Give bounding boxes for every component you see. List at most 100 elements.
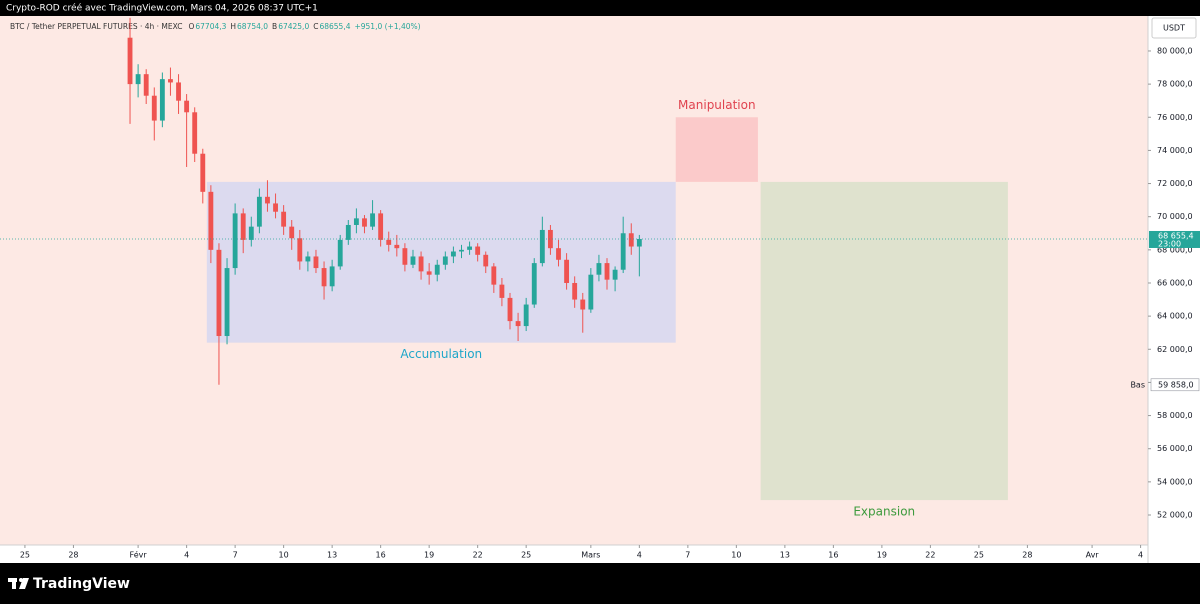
candle-body [151,95,157,121]
ohlc-label: C [313,22,318,31]
candle-body [612,269,618,280]
logo-mark [19,578,29,589]
candle-body [184,100,190,113]
currency: USDT [1163,24,1185,33]
x-tick-label: 28 [1022,551,1032,560]
candle-body [297,238,303,262]
candle-body [402,248,408,265]
zone-label: Accumulation [400,347,482,361]
candle-body [596,263,602,275]
x-tick-label: 25 [974,551,984,560]
x-tick-label: 28 [68,551,78,560]
candle-body [564,259,570,283]
brand-name: TradingView [33,576,130,592]
candle-body [636,238,642,247]
last-price-label: 68 655,4 [1158,231,1194,240]
candle-body [305,256,311,262]
candle-body [442,256,448,265]
zone [760,181,1008,501]
candle-body [491,266,497,285]
ohlc-label: H [230,22,236,31]
y-tick-label: 80 000,0 [1157,46,1193,55]
candle-body [248,226,254,240]
candle-body [345,224,351,240]
candle-body [370,213,375,227]
candle-body [588,274,594,310]
x-tick-label: 10 [731,551,741,560]
candle-body [531,263,537,305]
candle-body [467,246,473,250]
zone-label: Manipulation [678,98,756,112]
candle-body [580,299,586,310]
ohlc-value: 67425,0 [278,22,309,31]
symbol: BTC / Tether PERPETUAL FUTURES · 4h · ME… [10,22,182,31]
candle-body [232,213,238,269]
candle-body [483,254,489,267]
low-value: 59 858,0 [1158,380,1194,389]
y-tick-label: 64 000,0 [1157,312,1193,321]
x-tick-label: 7 [233,551,238,560]
x-tick-label: 22 [473,551,483,560]
x-tick-label: 13 [780,551,790,560]
candle-body [539,229,545,264]
candle-body [224,268,230,337]
candle-body [475,246,481,255]
candle-body [337,239,343,267]
low-tag [1150,378,1200,392]
x-tick-label: 4 [184,551,189,560]
candle-body [321,268,327,287]
y-tick-label: 62 000,0 [1157,345,1193,354]
symbol-legend: BTC / Tether PERPETUAL FUTURES · 4h · ME… [10,22,421,31]
y-tick-label: 66 000,0 [1157,278,1193,287]
candle-body [604,263,610,280]
candle-body [208,191,214,250]
candle-body [378,213,384,240]
candle-body [273,203,278,212]
candle-body [127,37,133,85]
ohlc-value: 67704,3 [195,22,226,31]
candle-body [192,112,198,154]
zone [675,117,758,182]
time-axis [0,545,1200,563]
candle-body [515,321,521,327]
y-tick-label: 58 000,0 [1157,411,1193,420]
y-tick-label: 68 000,0 [1157,245,1193,254]
candle-body [240,213,246,240]
candle-body [418,256,424,272]
zone [206,181,676,343]
x-tick-label: 7 [685,551,690,560]
y-tick-label: 78 000,0 [1157,80,1193,89]
y-tick-label: 74 000,0 [1157,146,1193,155]
candle-body [176,82,181,101]
price-axis [1148,16,1200,545]
y-tick-label: 70 000,0 [1157,212,1193,221]
y-tick-label: 72 000,0 [1157,179,1193,188]
last-price-tag [1149,230,1200,248]
candle-body [450,251,456,257]
candle-body [313,256,319,269]
currency-box [1151,17,1197,39]
x-tick-label: Févr [130,550,148,560]
candle-body [434,264,440,275]
x-tick-label: 19 [424,551,434,560]
x-tick-label: 19 [877,551,887,560]
candle-body [620,233,626,270]
x-tick-label: 22 [925,551,935,560]
y-tick-label: 76 000,0 [1157,113,1193,122]
y-tick-label: 56 000,0 [1157,444,1193,453]
author-line: Crypto-ROD créé avec TradingView.com, Ma… [6,3,318,14]
x-tick-label: 4 [637,551,642,560]
x-tick-label: 16 [828,551,838,560]
low-label: Bas [1130,380,1145,389]
candle-body [499,284,505,298]
ohlc-value: 68655,4 [319,22,350,31]
candle-body [410,256,416,265]
candle-body [159,79,165,121]
candle-body [265,196,270,204]
x-tick-label: Avr [1086,551,1100,560]
x-tick-label: 4 [1138,551,1143,560]
candle-body [628,233,634,247]
x-tick-label: 10 [279,551,289,560]
x-tick-label: 25 [521,551,531,560]
